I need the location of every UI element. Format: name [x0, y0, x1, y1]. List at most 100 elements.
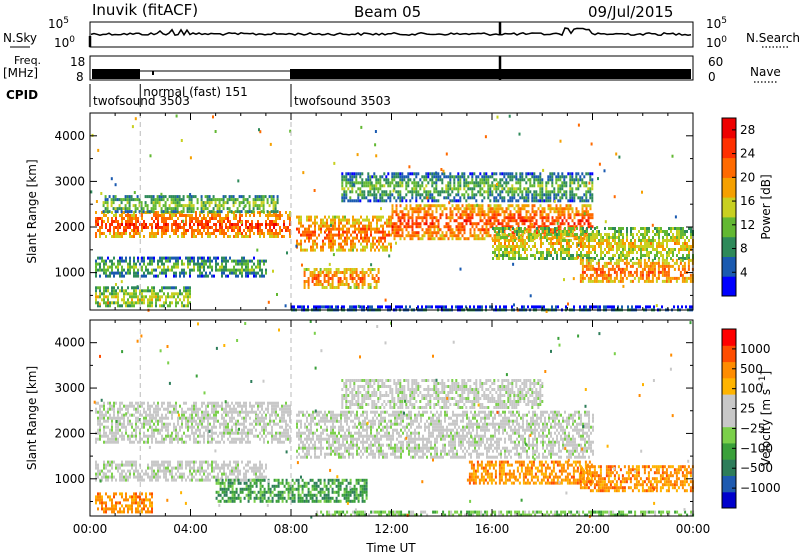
echo-cell [95, 410, 97, 414]
echo-cell [539, 305, 541, 309]
echo-cell [537, 225, 540, 229]
echo-cell [226, 198, 229, 202]
echo-cell [541, 190, 544, 194]
echo-cell [357, 181, 360, 185]
echo-cell [228, 207, 231, 211]
echo-cell [592, 248, 594, 251]
echo-cell [679, 270, 682, 274]
echo-cell [581, 216, 584, 220]
echo-cell [589, 190, 592, 194]
echo-cell [319, 271, 322, 274]
echo-cell [678, 239, 680, 242]
echo-cell [431, 178, 434, 182]
echo-cell [502, 230, 504, 233]
echo-cell [137, 232, 139, 235]
echo-cell [320, 218, 322, 222]
echo-cell [349, 196, 352, 200]
echo-cell [252, 207, 255, 211]
echo-cell [229, 220, 231, 223]
echo-cell [669, 279, 672, 283]
echo-cell [557, 175, 560, 179]
echo-cell [362, 218, 364, 222]
echo-cell [475, 199, 478, 203]
echo-cell [518, 230, 520, 233]
echo-cell [533, 181, 536, 185]
echo-cell [610, 248, 612, 251]
echo-cell [145, 289, 147, 293]
echo-cell [503, 216, 506, 220]
echo-cell [367, 199, 370, 203]
echo-cell [413, 234, 416, 238]
y-tick-label: 4000 [54, 129, 85, 143]
echo-cell [323, 274, 326, 277]
echo-cell [287, 217, 289, 220]
echo-cell [110, 204, 113, 208]
echo-cell [642, 245, 644, 248]
freq-tick-low: 8 [76, 70, 84, 84]
echo-cell [467, 196, 470, 200]
echo-cell [140, 204, 143, 208]
echo-cell [123, 289, 125, 293]
echo-cell [169, 214, 171, 217]
echo-cell [111, 271, 113, 275]
echo-cell [629, 273, 632, 277]
echo-cell [564, 230, 566, 233]
echo-cell [133, 211, 135, 214]
echo-cell [97, 286, 99, 290]
echo-cell [421, 228, 424, 232]
echo-cell [241, 232, 243, 235]
echo-cell [382, 215, 384, 219]
echo-cell [226, 201, 229, 205]
echo-cell [320, 221, 322, 225]
echo-cell [443, 172, 446, 176]
echo-cell [583, 199, 586, 203]
echo-cell [581, 279, 584, 283]
echo-cell [511, 213, 514, 217]
echo-cell [571, 225, 574, 229]
echo-cell [538, 251, 540, 254]
echo-cell [379, 187, 382, 191]
echo-cell [238, 210, 241, 214]
echo-cell [345, 193, 348, 197]
echo-cell [373, 199, 376, 203]
echo-cell [375, 184, 378, 188]
echo-cell [433, 199, 436, 203]
echo-cell [234, 201, 237, 205]
echo-cell [259, 229, 261, 232]
echo-cell [503, 213, 506, 217]
echo-cell [341, 187, 344, 191]
echo-cell [613, 195, 616, 199]
echo-cell [445, 213, 448, 217]
echo-cell [357, 196, 360, 200]
echo-cell [256, 198, 259, 202]
echo-cell [166, 198, 169, 202]
echo-cell [576, 254, 578, 257]
echo-cell [686, 242, 688, 245]
echo-cell [613, 305, 615, 309]
echo-cell [262, 210, 265, 214]
echo-cell [170, 207, 173, 211]
echo-cell [499, 196, 502, 200]
echo-cell [461, 193, 464, 197]
echo-cell [483, 237, 486, 241]
echo-cell [510, 251, 512, 254]
echo-cell [289, 232, 291, 235]
echo-cell [525, 187, 528, 191]
echo-cell [435, 199, 438, 203]
echo-cell [409, 190, 412, 194]
echo-cell [601, 267, 604, 271]
echo-cell [622, 245, 624, 248]
echo-cell [680, 233, 682, 236]
echo-cell [455, 305, 457, 309]
echo-cell [393, 178, 396, 182]
echo-cell [311, 271, 314, 274]
echo-cell [568, 239, 570, 242]
echo-cell [461, 216, 464, 220]
echo-cell [105, 286, 107, 290]
echo-cell [536, 236, 538, 239]
echo-cell [589, 267, 592, 271]
echo-cell [459, 222, 462, 226]
echo-cell [653, 264, 656, 268]
echo-cell [578, 242, 580, 245]
echo-cell [540, 236, 542, 239]
